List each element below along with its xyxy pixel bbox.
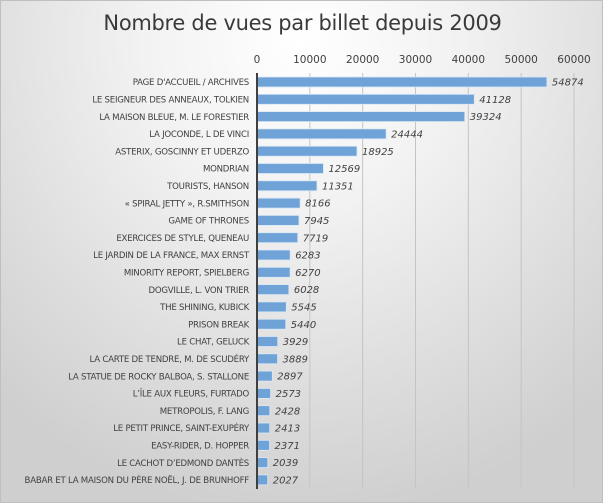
data-label: 6270 xyxy=(295,268,320,279)
x-tick-label: 10000 xyxy=(293,54,326,66)
data-label: 6028 xyxy=(294,285,319,296)
bar xyxy=(256,370,273,382)
data-label: 5440 xyxy=(291,320,316,331)
bar xyxy=(256,353,278,365)
category-label: LE JARDIN DE LA FRANCE, MAX ERNST xyxy=(93,251,250,261)
data-label: 18925 xyxy=(362,147,394,158)
bar xyxy=(256,474,269,486)
bar xyxy=(256,111,466,122)
bar xyxy=(256,76,548,88)
chart-title: Nombre de vues par billet depuis 2009 xyxy=(103,11,502,35)
category-label: LE SEIGNEUR DES ANNEAUX, TOLKIEN xyxy=(92,96,249,106)
bar xyxy=(256,457,269,469)
data-label: 3929 xyxy=(283,337,308,348)
bar xyxy=(256,284,290,296)
category-label: PAGE D'ACCUEIL / ARCHIVES xyxy=(133,78,249,88)
category-label: MONDRIAN xyxy=(203,165,249,175)
bar xyxy=(256,301,287,313)
data-label: 39324 xyxy=(470,112,502,123)
category-label: EASY-RIDER, D. HOPPER xyxy=(151,442,249,452)
category-label: GAME OF THRONES xyxy=(168,217,249,227)
data-label: 2027 xyxy=(273,476,299,487)
x-tick-label: 30000 xyxy=(399,54,432,66)
category-label: LA CARTE DE TENDRE, M. DE SCUDÉRY xyxy=(90,353,250,365)
data-label: 2573 xyxy=(276,389,301,400)
x-tick-label: 20000 xyxy=(346,54,379,66)
bar xyxy=(256,163,324,174)
data-label: 7719 xyxy=(303,233,328,244)
data-label: 2428 xyxy=(275,406,300,417)
category-label: LA MAISON BLEUE, M. LE FORESTIER xyxy=(99,113,249,123)
bar xyxy=(256,214,300,226)
category-label: LE CACHOT D’EDMOND DANTÈS xyxy=(117,457,249,469)
data-label: 2413 xyxy=(275,424,300,435)
data-label: 7945 xyxy=(304,216,329,227)
data-label: 6283 xyxy=(295,251,320,262)
category-label: TOURISTS, HANSON xyxy=(166,182,249,192)
category-label: « SPIRAL JETTY », R.SMITHSON xyxy=(125,199,249,209)
bar xyxy=(256,387,271,399)
data-label: 8166 xyxy=(305,199,330,210)
bar xyxy=(256,439,270,451)
data-label: 54874 xyxy=(552,78,584,89)
category-label: LA STATUE DE ROCKY BALBOA, S. STALLONE xyxy=(68,372,249,382)
bar xyxy=(256,145,358,157)
bar xyxy=(256,180,318,192)
category-label: PRISON BREAK xyxy=(188,320,249,330)
data-label: 12569 xyxy=(328,164,360,175)
bar xyxy=(256,422,271,434)
data-label: 2039 xyxy=(273,458,298,469)
bar xyxy=(256,197,301,209)
bar xyxy=(256,266,291,278)
x-tick-label: 60000 xyxy=(557,54,590,66)
data-label: 11351 xyxy=(322,181,354,192)
x-tick-label: 40000 xyxy=(452,54,485,66)
category-label: LE PETIT PRINCE, SAINT-EXUPÉRY xyxy=(113,422,250,434)
data-label: 24444 xyxy=(391,130,423,141)
data-label: 2371 xyxy=(275,441,300,452)
bar xyxy=(256,249,291,261)
category-label: LE CHAT, GELUCK xyxy=(177,338,250,348)
category-label: L’ÎLE AUX FLEURS, FURTADO xyxy=(133,388,250,400)
bar xyxy=(256,318,287,330)
category-label: LA JOCONDE, L DE VINCI xyxy=(149,130,249,140)
x-tick-label: 0 xyxy=(254,54,261,66)
data-label: 3889 xyxy=(283,354,308,365)
category-label: ASTERIX, GOSCINNY ET UDERZO xyxy=(115,147,249,157)
category-label: THE SHINING, KUBICK xyxy=(159,303,249,313)
category-label: MINORITY REPORT, SPIELBERG xyxy=(124,269,249,279)
category-label: METROPOLIS, F. LANG xyxy=(160,407,249,417)
data-label: 41128 xyxy=(479,95,511,106)
x-tick-label: 50000 xyxy=(504,54,537,66)
bar xyxy=(256,232,299,244)
data-label: 2897 xyxy=(277,372,303,383)
bar xyxy=(256,336,279,347)
data-label: 5545 xyxy=(291,303,316,314)
category-label: DOGVILLE, L. VON TRIER xyxy=(149,286,250,296)
bar xyxy=(256,405,271,417)
category-label: BABAR ET LA MAISON DU PÈRE NOËL, J. DE B… xyxy=(25,474,250,486)
bar xyxy=(256,128,387,140)
category-label: EXERCICES DE STYLE, QUENEAU xyxy=(116,234,249,244)
bar xyxy=(256,93,475,105)
